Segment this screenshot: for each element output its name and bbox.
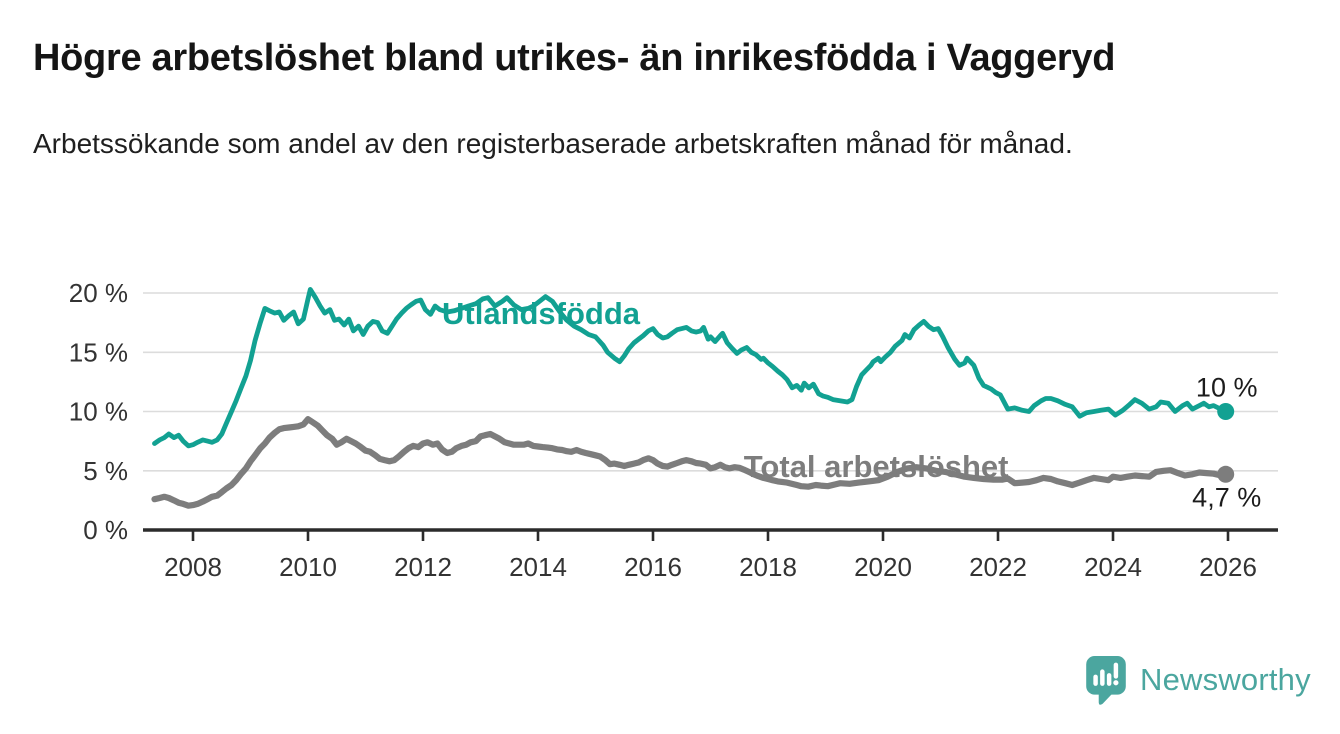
y-axis-label: 10 % bbox=[69, 397, 128, 427]
series-label-utlandsfodda: Utlandsfödda bbox=[442, 296, 641, 331]
series-end-dot-utlandsfodda bbox=[1217, 403, 1235, 420]
x-axis-label: 2012 bbox=[394, 552, 452, 582]
x-axis-label: 2020 bbox=[854, 552, 912, 582]
end-value-label-total-arbetsloshet: 4,7 % bbox=[1192, 482, 1261, 512]
newsworthy-logo-icon bbox=[1086, 656, 1126, 705]
series-line-total-arbetsloshet bbox=[151, 416, 1229, 509]
x-axis-label: 2018 bbox=[739, 552, 797, 582]
x-axis-label: 2008 bbox=[164, 552, 222, 582]
newsworthy-logo: Newsworthy bbox=[1085, 655, 1311, 705]
newsworthy-logo-text: Newsworthy bbox=[1140, 662, 1311, 697]
y-axis-label: 15 % bbox=[69, 337, 128, 367]
x-axis-label: 2026 bbox=[1199, 552, 1257, 582]
x-axis-label: 2024 bbox=[1084, 552, 1142, 582]
y-axis-label: 5 % bbox=[83, 456, 128, 486]
end-value-label-utlandsfodda: 10 % bbox=[1196, 373, 1258, 403]
x-axis-label: 2016 bbox=[624, 552, 682, 582]
y-axis-label: 0 % bbox=[83, 515, 128, 545]
series-line-utlandsfodda bbox=[152, 286, 1229, 449]
chart-subtitle: Arbetssökande som andel av den registerb… bbox=[33, 128, 1073, 159]
x-axis-label: 2022 bbox=[969, 552, 1027, 582]
y-axis-label: 20 % bbox=[69, 278, 128, 308]
series-label-total-arbetsloshet: Total arbetslöshet bbox=[744, 449, 1009, 484]
page-title: Högre arbetslöshet bland utrikes- än inr… bbox=[33, 37, 1116, 79]
series-end-dot-total-arbetsloshet bbox=[1217, 465, 1235, 483]
x-axis-label: 2010 bbox=[279, 552, 337, 582]
x-axis-label: 2014 bbox=[509, 552, 567, 582]
